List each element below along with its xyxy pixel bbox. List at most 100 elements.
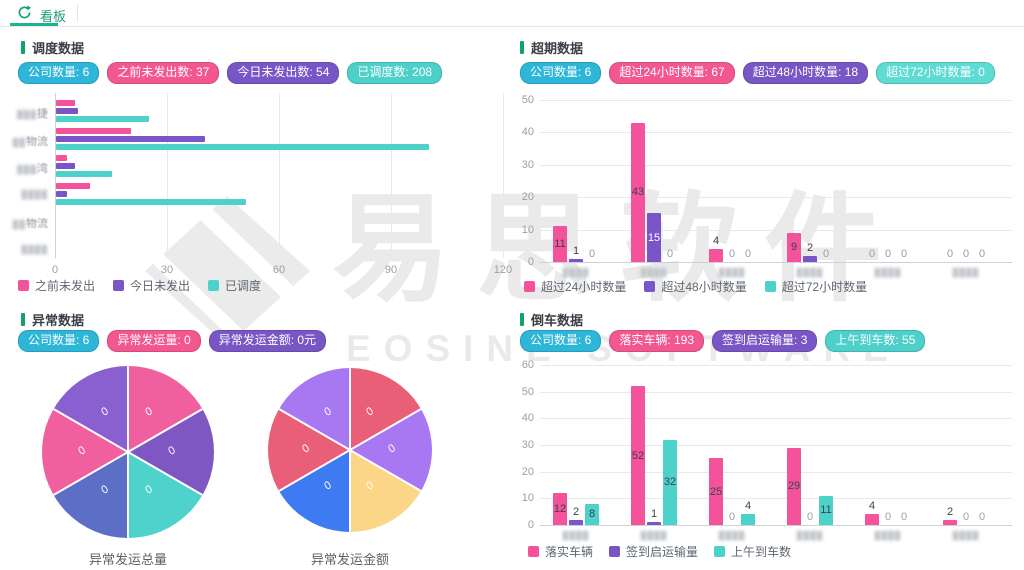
v-bar[interactable]	[569, 258, 583, 262]
legend-item[interactable]: 之前未发出	[18, 277, 95, 294]
legend-swatch-icon	[764, 281, 776, 292]
h-bar[interactable]	[56, 108, 79, 114]
v-bar[interactable]	[803, 255, 817, 262]
legend-item[interactable]: 已调度	[208, 277, 261, 294]
bar-value-label: 1	[650, 508, 658, 521]
v-bar[interactable]	[647, 522, 661, 525]
v-bar[interactable]	[787, 447, 801, 525]
grid-line	[540, 197, 1012, 199]
category-label: ████	[640, 531, 668, 540]
v-bar[interactable]	[787, 232, 801, 262]
y-axis-tick-label: 0	[527, 519, 534, 531]
h-bar[interactable]	[56, 163, 75, 170]
legend-label: 签到启运输量	[626, 545, 699, 559]
y-axis-tick-label: 20	[521, 465, 534, 478]
bar-value-label: 0	[962, 248, 970, 260]
category-label: ████	[562, 268, 590, 277]
legend-swatch-icon	[528, 546, 539, 557]
legend-label: 之前未发出	[35, 279, 96, 293]
category-label: ████	[718, 531, 746, 540]
v-bar[interactable]	[741, 514, 755, 525]
v-bar[interactable]	[631, 386, 645, 525]
bar-value-label: 2	[806, 241, 814, 254]
legend-item[interactable]: 落实车辆	[528, 543, 593, 560]
bar-value-label: 0	[588, 248, 596, 260]
bar-value-label: 0	[900, 248, 908, 260]
category-label: ████	[562, 531, 590, 540]
bar-value-label: 52	[631, 449, 645, 462]
category-label: ████	[640, 268, 668, 277]
v-bar[interactable]	[709, 249, 723, 262]
badge: 超过48小时数量: 18	[742, 62, 869, 84]
h-bar[interactable]	[56, 155, 68, 162]
chart-legend: 超过24小时数量 超过48小时数量 超过72小时数量	[524, 278, 867, 295]
tab-kanban[interactable]: 看板	[40, 6, 66, 25]
dispatch-badges: 公司数量: 6 之前未发出数: 37 今日未发出数: 54 已调度数: 208	[18, 62, 443, 84]
v-bar[interactable]	[663, 439, 677, 525]
grid-line	[390, 93, 392, 258]
h-bar[interactable]	[56, 100, 75, 106]
v-bar[interactable]	[865, 514, 879, 525]
v-bar[interactable]	[553, 492, 567, 525]
grid-line	[166, 93, 168, 258]
v-bar[interactable]	[647, 213, 661, 262]
panel-title-text: 倒车数据	[531, 313, 584, 328]
h-bar[interactable]	[56, 127, 131, 134]
legend-item[interactable]: 超过72小时数量	[764, 278, 868, 295]
panel-title-text: 调度数据	[32, 41, 85, 56]
grid-line	[540, 525, 1012, 526]
bar-value-label: 0	[666, 248, 674, 260]
v-bar[interactable]	[585, 503, 599, 525]
y-axis-tick-label: 10	[521, 223, 534, 236]
x-axis-tick-label: 0	[51, 264, 59, 276]
v-bar[interactable]	[819, 495, 833, 525]
badge: 公司数量: 6	[18, 330, 100, 352]
badge: 之前未发出数: 37	[107, 62, 220, 84]
h-bar[interactable]	[56, 198, 247, 205]
panel-title-text: 异常数据	[32, 313, 85, 328]
h-bar[interactable]	[56, 116, 150, 122]
title-marker	[520, 41, 524, 54]
v-bar[interactable]	[709, 458, 723, 525]
badge: 今日未发出数: 54	[227, 62, 340, 84]
bar-value-label: 2	[572, 505, 580, 518]
overdue-badges: 公司数量: 6 超过24小时数量: 67 超过48小时数量: 18 超过72小时数量:…	[520, 62, 995, 84]
h-bar[interactable]	[56, 143, 430, 150]
h-bar[interactable]	[56, 190, 68, 197]
h-bar[interactable]	[56, 135, 206, 142]
category-label: ████	[21, 245, 48, 254]
v-bar[interactable]	[943, 519, 957, 525]
badge: 公司数量: 6	[520, 330, 602, 352]
h-bar[interactable]	[56, 171, 112, 178]
arrival-panel-title: 倒车数据	[520, 310, 583, 329]
legend-item[interactable]: 超过24小时数量	[524, 278, 626, 295]
bar-value-label: 4	[712, 235, 720, 248]
legend-label: 今日未发出	[130, 279, 191, 293]
legend-label: 超过72小时数量	[781, 280, 868, 294]
v-bar[interactable]	[569, 519, 583, 525]
legend-swatch-icon	[208, 280, 220, 291]
legend-item[interactable]: 今日未发出	[113, 277, 190, 294]
y-axis-tick-label: 50	[521, 94, 534, 106]
bar-value-label: 11	[554, 238, 566, 251]
legend-label: 超过24小时数量	[541, 280, 627, 294]
bar-value-label: 11	[820, 504, 832, 517]
h-bar[interactable]	[56, 182, 90, 189]
grid-line	[540, 164, 1012, 166]
bar-value-label: 0	[728, 248, 736, 260]
v-bar[interactable]	[631, 122, 645, 262]
grid-line	[540, 498, 1012, 500]
bar-value-label: 9	[790, 241, 798, 254]
legend-item[interactable]: 签到启运输量	[609, 543, 698, 560]
title-marker	[520, 313, 524, 326]
y-axis-tick-label: 50	[521, 385, 534, 398]
v-bar[interactable]	[553, 226, 567, 262]
bar-value-label: 0	[884, 511, 892, 523]
pie-title: 异常发运金额	[310, 552, 389, 567]
refresh-icon[interactable]	[17, 5, 32, 20]
legend-item[interactable]: 上午到车数	[714, 543, 791, 560]
legend-item[interactable]: 超过48小时数量	[644, 278, 747, 295]
grid-line	[502, 93, 504, 258]
